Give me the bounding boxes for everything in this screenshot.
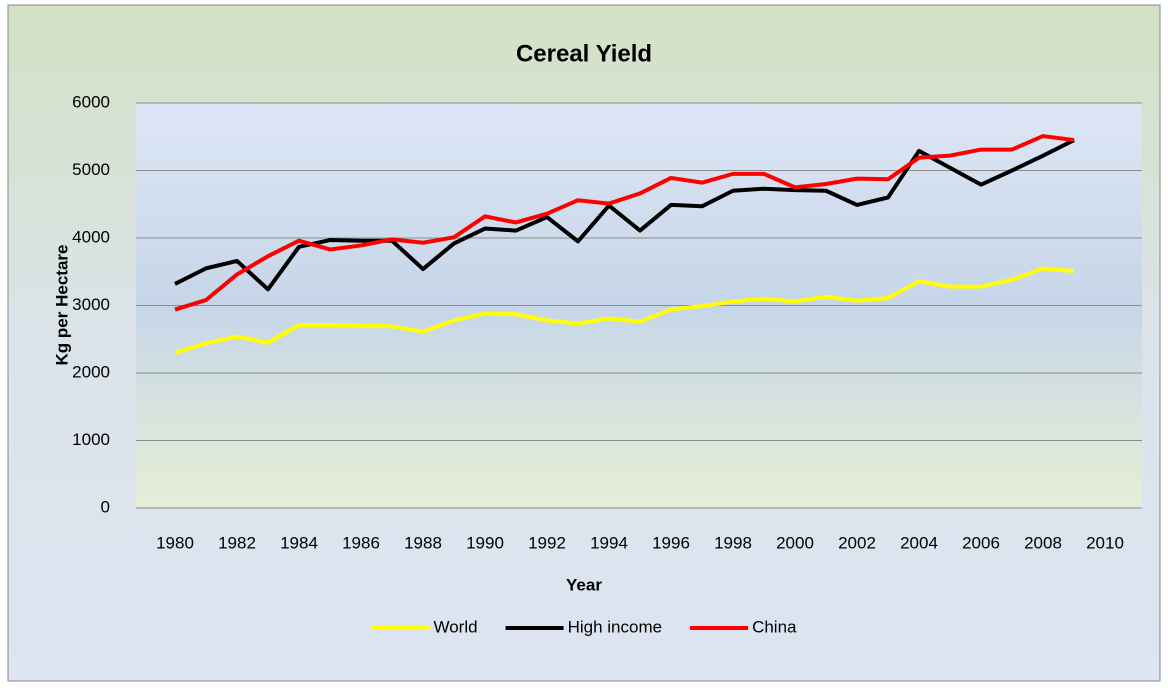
y-tick-label: 1000 [72,430,110,449]
series-line [174,134,1075,312]
x-tick-label: 1980 [156,533,194,552]
x-tick-label: 2006 [962,533,1000,552]
x-tick-label: 1996 [652,533,690,552]
legend-label: China [752,617,797,636]
y-tick-label: 0 [101,497,110,516]
x-tick-label: 1988 [404,533,442,552]
x-tick-label: 1982 [218,533,256,552]
x-tick-label: 2010 [1086,533,1124,552]
series-line [174,266,1075,355]
chart-title: Cereal Yield [516,40,652,67]
x-tick-label: 1998 [714,533,752,552]
x-tick-label: 1994 [590,533,628,552]
x-tick-label: 2008 [1024,533,1062,552]
y-axis-title: Kg per Hectare [52,245,71,366]
x-tick-label: 1984 [280,533,318,552]
x-tick-label: 2002 [838,533,876,552]
x-tick-label: 2000 [776,533,814,552]
series-line [174,138,1075,292]
x-tick-label: 1986 [342,533,380,552]
y-tick-label: 4000 [72,227,110,246]
y-tick-label: 2000 [72,362,110,381]
y-tick-label: 3000 [72,295,110,314]
legend-label: World [433,617,477,636]
y-tick-label: 5000 [72,160,110,179]
legend-label: High income [568,617,663,636]
y-tick-label: 6000 [72,92,110,111]
x-axis-title: Year [566,575,602,594]
x-tick-label: 1992 [528,533,566,552]
x-tick-label: 1990 [466,533,504,552]
x-tick-label: 2004 [900,533,938,552]
